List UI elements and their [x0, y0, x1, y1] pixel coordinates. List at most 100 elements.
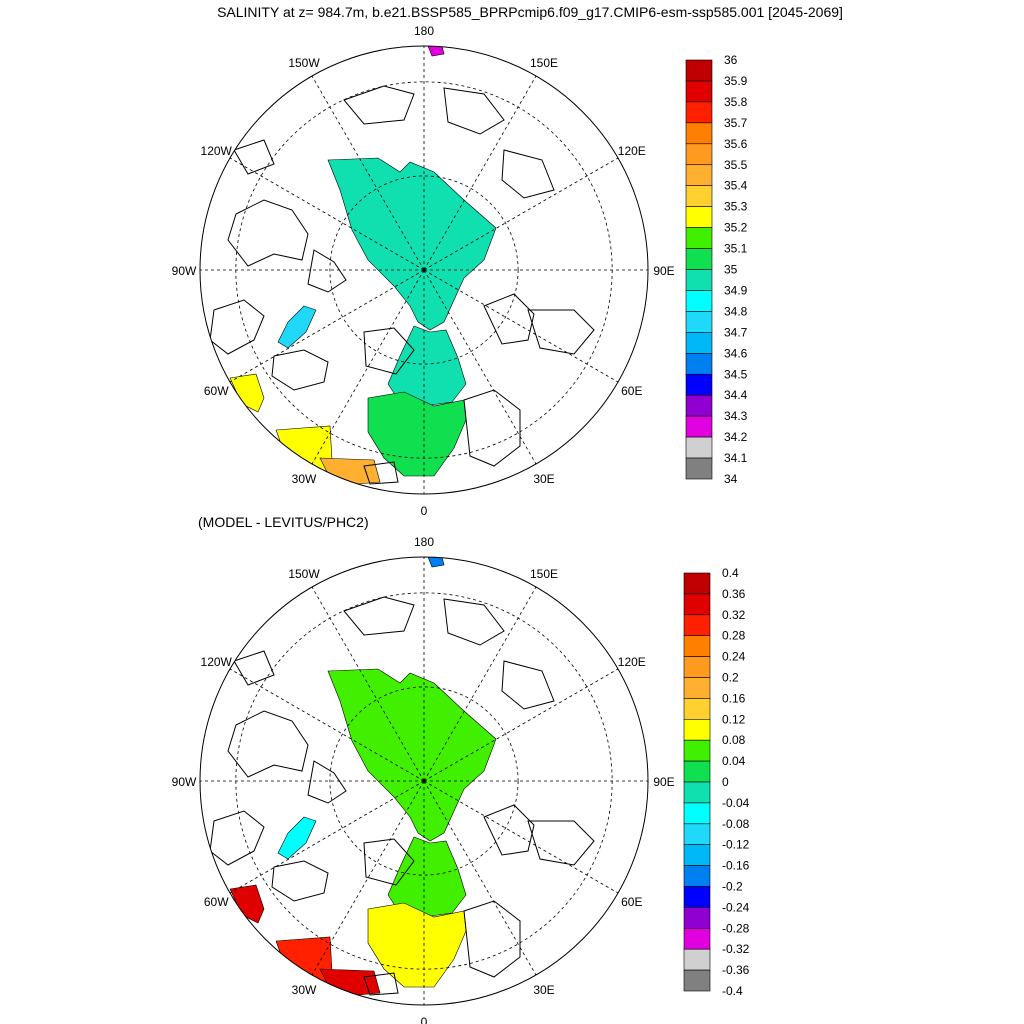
- colorbar-box: [683, 927, 711, 950]
- colorbar-box: [685, 415, 713, 438]
- colorbar-box: [683, 969, 711, 992]
- colorbar-label: 35.2: [724, 221, 748, 235]
- lon-label: 120E: [618, 144, 646, 158]
- colorbar-label: 34.9: [724, 283, 748, 297]
- coastline: [363, 327, 415, 375]
- colorbar-label: 0.2: [722, 671, 739, 685]
- colorbar-label: 0.24: [722, 650, 746, 664]
- region-north-sea-shelf: [319, 968, 381, 996]
- colorbar-label: 34.1: [724, 451, 748, 465]
- lon-label: 180: [414, 535, 434, 549]
- meridian: [423, 586, 537, 782]
- colorbar-box: [685, 185, 713, 207]
- panel-subtitle: (MODEL - LEVITUS/PHC2): [198, 514, 369, 530]
- lon-label: 60W: [204, 384, 229, 398]
- colorbar-label: 34: [724, 472, 738, 486]
- colorbar-label: 35.1: [724, 242, 748, 256]
- colorbar-box: [685, 248, 713, 270]
- lon-label: 150E: [530, 56, 558, 70]
- colorbar-box: [685, 206, 713, 228]
- colorbar-box: [683, 907, 711, 929]
- colorbar-box: [683, 677, 711, 699]
- lon-label: 30E: [533, 472, 554, 486]
- lon-label: 60E: [621, 384, 642, 398]
- colorbar-box: [683, 823, 711, 845]
- colorbar-label: 35.3: [724, 200, 748, 214]
- coastline: [443, 87, 505, 135]
- colorbar-box: [685, 269, 713, 291]
- colorbar-label: 35: [724, 263, 738, 277]
- colorbar-label: -0.2: [722, 880, 743, 894]
- meridian: [229, 269, 425, 383]
- colorbar-box: [685, 332, 713, 354]
- colorbar-box: [683, 886, 711, 908]
- graticule: [200, 46, 648, 494]
- colorbar-box: [683, 760, 711, 783]
- coastline: [307, 760, 347, 804]
- coastline: [227, 199, 309, 267]
- map-border: [199, 45, 649, 495]
- coastline: [483, 804, 535, 856]
- coastline: [363, 838, 415, 886]
- colorbar-box: [683, 865, 711, 887]
- meridian: [423, 75, 537, 271]
- colorbar-label: 35.5: [724, 158, 748, 172]
- colorbar-box: [683, 802, 711, 825]
- lon-label: 90W: [172, 264, 197, 278]
- colorbar-box: [685, 394, 713, 417]
- colorbar-box: [685, 122, 713, 145]
- coastlines: [209, 85, 595, 485]
- colorbar-label: -0.28: [722, 921, 750, 935]
- colorbar-box: [683, 635, 711, 657]
- coastline: [233, 650, 275, 686]
- colorbar-box: [685, 373, 713, 396]
- colorbar-label: 35.4: [724, 179, 748, 193]
- region-bering-patch: [427, 46, 445, 57]
- coastline: [363, 461, 399, 485]
- lon-label: 90E: [653, 264, 674, 278]
- latitude-circle: [329, 686, 519, 876]
- region-central-arctic: [327, 157, 497, 331]
- lon-label: 150E: [530, 567, 558, 581]
- meridian: [423, 157, 619, 271]
- meridian: [311, 780, 425, 976]
- colorbar-box: [683, 593, 711, 616]
- colorbar-box: [685, 101, 713, 124]
- colorbar-label: 35.9: [724, 74, 748, 88]
- coastline: [501, 660, 555, 710]
- coastline: [271, 349, 329, 391]
- colorbar-label: 34.3: [724, 409, 748, 423]
- colorbar-box: [683, 656, 711, 678]
- coastline: [463, 389, 521, 467]
- region-central-arctic: [327, 668, 497, 842]
- colorbar-label: -0.04: [722, 796, 750, 810]
- colorbar-label: 35.7: [724, 116, 748, 130]
- coastline: [271, 860, 329, 902]
- meridian: [423, 780, 537, 976]
- lon-label: 30E: [533, 983, 554, 997]
- colorbar-label: 0.16: [722, 691, 746, 705]
- colorbar-box: [683, 572, 711, 595]
- colorbar-label: -0.32: [722, 942, 750, 956]
- region-norwegian-sea: [367, 902, 467, 988]
- colorbar-box: [685, 457, 713, 480]
- coastline: [527, 309, 595, 355]
- colorbar: 36 35.9 35.8 35.7 35.6 35.5 35.4 35.3 35.2 35.1 35…: [685, 53, 748, 486]
- lon-label: 120W: [201, 655, 233, 669]
- colorbar-label: -0.4: [722, 984, 743, 998]
- meridian: [311, 269, 425, 465]
- colorbar-label: 35.8: [724, 95, 748, 109]
- colorbar-box: [685, 352, 713, 375]
- region-north-sea-shelf: [319, 457, 381, 485]
- colorbar-label: 0.32: [722, 608, 746, 622]
- coastline: [463, 900, 521, 978]
- coastline: [363, 972, 399, 996]
- region-fram-strait: [387, 836, 467, 918]
- colorbar-box: [685, 59, 713, 82]
- meridian: [423, 668, 619, 782]
- colorbar-label: 0.12: [722, 712, 746, 726]
- colorbar-label: -0.24: [722, 900, 750, 914]
- colorbar-box: [685, 436, 713, 459]
- lon-label: 60E: [621, 895, 642, 909]
- colorbar-label: -0.12: [722, 838, 750, 852]
